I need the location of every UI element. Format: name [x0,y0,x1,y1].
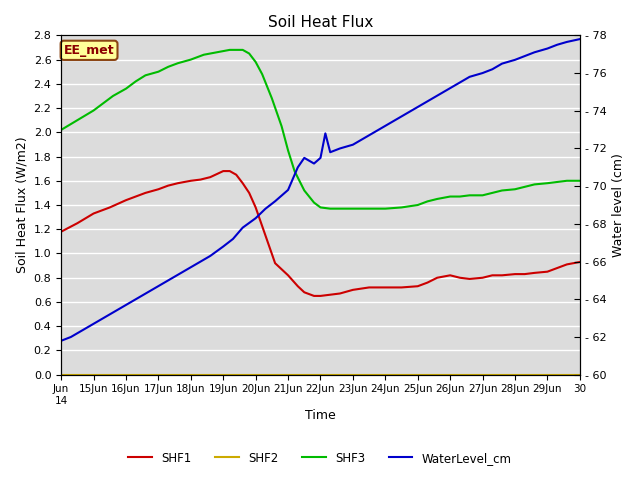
SHF1 [576,259,584,265]
SHF1 [155,186,163,192]
SHF1 [220,168,227,174]
SHF1 [271,260,279,266]
SHF1 [226,168,234,174]
SHF1 [397,285,405,290]
SHF1 [294,283,301,289]
X-axis label: Time: Time [305,409,336,422]
SHF1 [174,180,182,186]
SHF1 [300,289,308,295]
Y-axis label: Water level (cm): Water level (cm) [612,153,625,257]
SHF1 [414,283,422,289]
SHF1 [207,174,214,180]
SHF1 [74,220,81,226]
WaterLevel_cm [576,36,584,42]
SHF1 [106,204,114,210]
SHF1 [164,183,172,189]
SHF1 [187,178,195,184]
SHF1 [488,273,496,278]
Legend: SHF1, SHF2, SHF3, WaterLevel_cm: SHF1, SHF2, SHF3, WaterLevel_cm [124,447,516,469]
SHF1 [317,293,324,299]
SHF3 [284,147,292,153]
SHF1 [245,190,253,196]
WaterLevel_cm [220,244,227,250]
SHF1 [365,285,373,290]
SHF3 [226,47,234,53]
SHF1 [58,229,65,235]
SHF1 [466,276,474,282]
SHF1 [262,232,269,238]
SHF1 [543,269,551,275]
SHF3 [239,47,246,53]
SHF1 [232,172,240,178]
SHF1 [252,204,259,210]
WaterLevel_cm [563,39,571,45]
WaterLevel_cm [229,236,237,242]
SHF1 [479,275,486,281]
SHF1 [132,193,140,199]
SHF1 [122,197,130,203]
SHF1 [141,190,149,196]
SHF3 [326,206,334,212]
SHF1 [433,275,441,281]
SHF1 [196,177,204,182]
SHF3 [109,93,117,99]
Line: SHF1: SHF1 [61,171,580,296]
SHF3 [310,200,318,205]
SHF3 [576,178,584,184]
WaterLevel_cm [424,98,431,104]
SHF1 [349,287,356,293]
SHF1 [336,290,344,296]
SHF1 [90,211,97,216]
WaterLevel_cm [381,123,389,129]
SHF1 [554,265,561,271]
SHF3 [397,204,405,210]
Line: WaterLevel_cm: WaterLevel_cm [61,39,580,341]
SHF1 [424,280,431,286]
SHF1 [326,292,334,298]
WaterLevel_cm [174,272,182,277]
WaterLevel_cm [58,338,65,344]
SHF1 [381,285,389,290]
Y-axis label: Soil Heat Flux (W/m2): Soil Heat Flux (W/m2) [15,137,28,273]
Title: Soil Heat Flux: Soil Heat Flux [268,15,373,30]
SHF1 [521,271,529,277]
SHF1 [511,271,519,277]
SHF1 [531,270,538,276]
SHF3 [365,206,373,212]
Text: EE_met: EE_met [64,44,115,57]
SHF1 [456,275,464,281]
SHF1 [498,273,506,278]
SHF1 [446,273,454,278]
SHF1 [310,293,318,299]
SHF1 [284,273,292,278]
SHF1 [239,180,246,186]
SHF1 [563,262,571,267]
SHF3 [58,127,65,133]
Line: SHF3: SHF3 [61,50,580,209]
